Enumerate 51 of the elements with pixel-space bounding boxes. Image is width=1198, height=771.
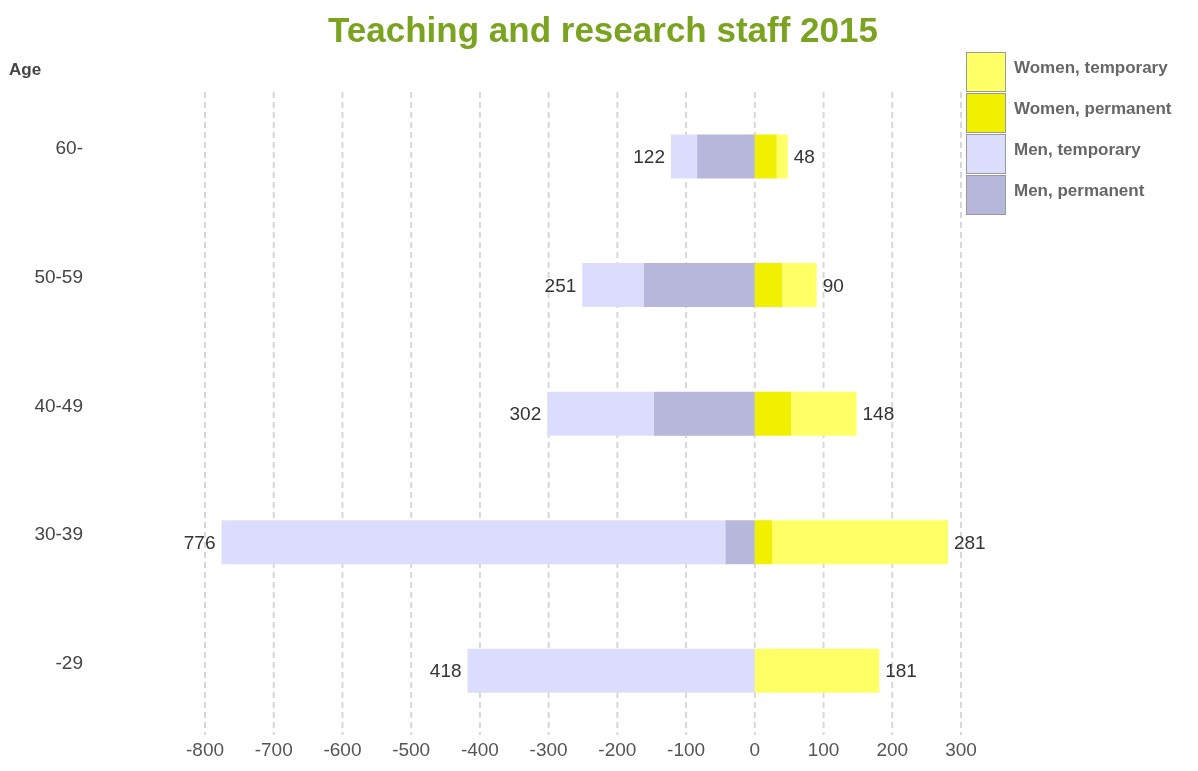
annotation: 302	[509, 403, 542, 425]
y-axis-title: Age	[9, 60, 42, 80]
x-tick-label: 100	[807, 739, 840, 761]
legend-label: Men, temporary	[1014, 139, 1141, 160]
bar	[697, 134, 755, 179]
annotation: 251	[544, 274, 577, 296]
legend-label: Men, permanent	[1014, 180, 1145, 201]
x-tick-label: -600	[323, 739, 362, 761]
bar	[670, 134, 698, 179]
bar	[754, 263, 783, 308]
y-tick-label: 30-39	[34, 523, 83, 545]
bar	[754, 134, 777, 179]
annotation: 48	[793, 146, 815, 168]
bar	[582, 263, 644, 308]
bar	[772, 520, 948, 565]
bar	[754, 648, 880, 693]
bar	[776, 134, 788, 179]
x-tick-label: -500	[392, 739, 431, 761]
bar	[791, 391, 857, 436]
annotation: 90	[822, 274, 844, 296]
bar	[221, 520, 726, 565]
x-tick-label: -700	[254, 739, 293, 761]
y-tick-label: -29	[55, 651, 83, 673]
annotation: 418	[429, 660, 462, 682]
y-tick-label: 60-	[55, 137, 83, 159]
x-tick-label: 300	[945, 739, 977, 761]
x-tick-label: 0	[749, 739, 761, 761]
bar	[653, 391, 755, 436]
x-tick-label: -200	[598, 739, 637, 761]
x-tick-label: 200	[876, 739, 909, 761]
bar	[754, 391, 792, 436]
bar	[725, 520, 755, 565]
annotation: 281	[953, 531, 986, 553]
x-tick-label: -100	[667, 739, 706, 761]
y-tick-label: 40-49	[34, 394, 83, 416]
legend-label: Women, permanent	[1014, 98, 1172, 119]
annotation: 122	[633, 146, 665, 168]
bar	[547, 391, 654, 436]
annotation: 776	[183, 531, 216, 553]
bar	[467, 648, 755, 693]
x-tick-label: -300	[529, 739, 568, 761]
x-tick-label: -400	[460, 739, 499, 761]
legend-label: Women, temporary	[1014, 57, 1168, 78]
x-tick-label: -800	[185, 739, 225, 761]
annotation: 181	[885, 660, 917, 682]
y-tick-label: 50-59	[34, 265, 83, 287]
annotation: 148	[862, 403, 895, 425]
bar	[782, 263, 817, 308]
chart-title: Teaching and research staff 2015	[327, 10, 879, 50]
bar	[754, 520, 772, 565]
bar	[643, 263, 755, 308]
